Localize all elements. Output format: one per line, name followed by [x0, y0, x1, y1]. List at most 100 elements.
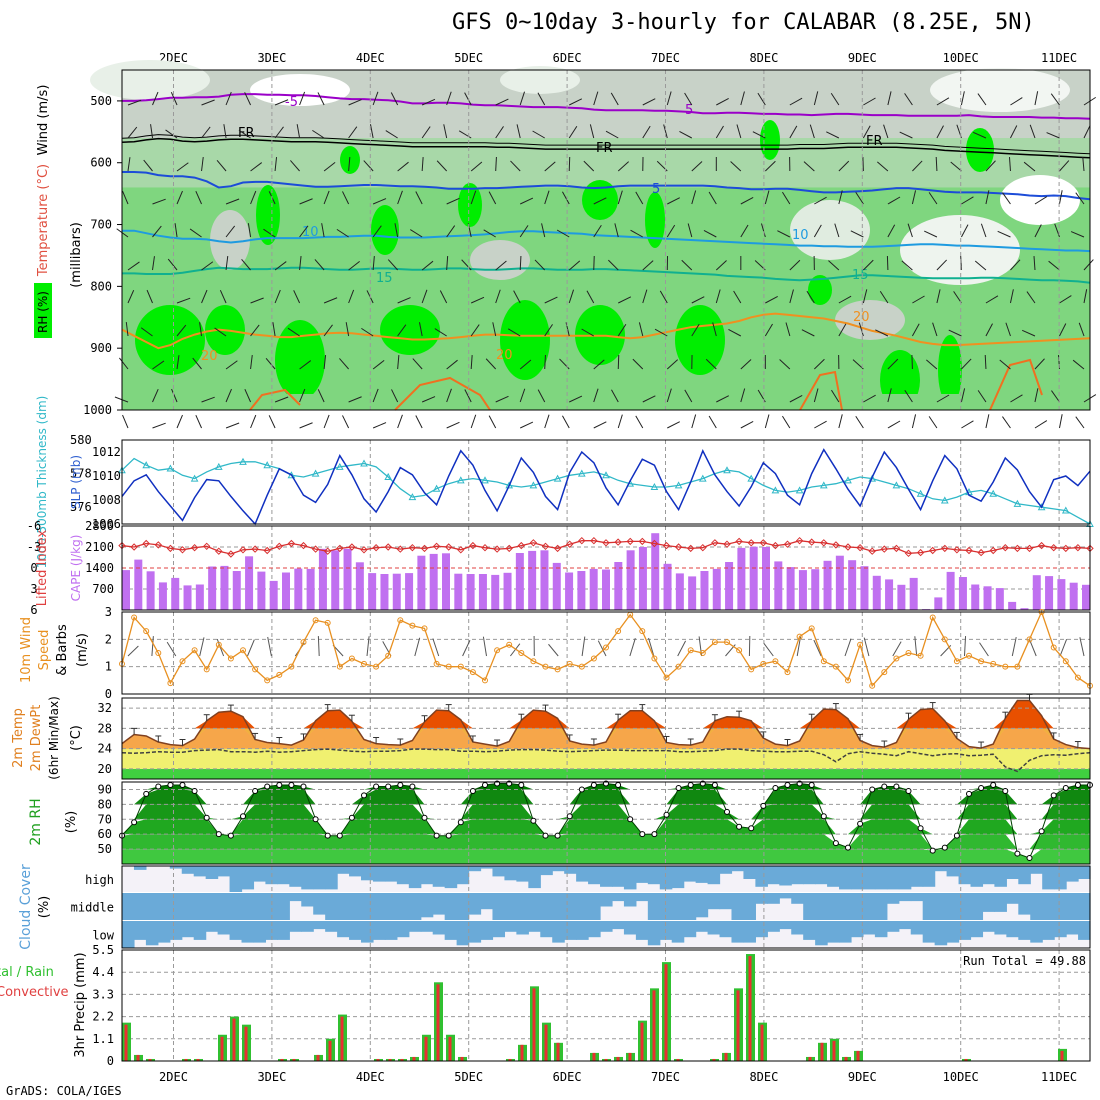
cloud-bar-low	[408, 921, 422, 932]
precip-convective-bar	[652, 990, 656, 1061]
wind-barb	[826, 131, 840, 139]
cloud-bar-low	[588, 921, 601, 938]
day-label-bottom: 6DEC	[553, 1070, 582, 1084]
wind-barb	[114, 396, 129, 403]
wind-barb	[814, 196, 827, 205]
wind-barb	[703, 229, 717, 238]
wind-barb	[764, 160, 776, 172]
wind-barb	[813, 91, 819, 106]
rh2m-marker	[1014, 850, 1021, 857]
wind-barb	[666, 388, 672, 403]
cloud-bar-middle	[767, 893, 780, 904]
ylabel-dewpt: 2m DewPt	[29, 705, 44, 772]
wind-speed-marker	[1014, 663, 1021, 670]
cloud-bar-high	[779, 866, 792, 886]
cloud-bar-middle	[432, 893, 446, 915]
li-marker	[396, 545, 405, 553]
wind-barb	[691, 190, 697, 205]
cape-bar	[134, 559, 143, 610]
thickness-tick: 580	[70, 433, 92, 447]
precip-convective-bar	[808, 1056, 812, 1061]
wind-barb	[1029, 124, 1036, 139]
precip-convective-bar	[832, 1040, 836, 1061]
wind-barb	[789, 97, 803, 106]
li-marker	[384, 543, 392, 551]
wind-barb	[342, 191, 350, 205]
wind-barb	[985, 190, 990, 205]
cape-bar	[442, 553, 450, 610]
wind-speed-marker	[361, 660, 367, 667]
wind-barb	[299, 256, 302, 271]
cloud-bar-middle	[337, 893, 350, 920]
wind-barb	[659, 290, 668, 304]
li-marker	[928, 546, 937, 555]
cloud-bar-low	[850, 921, 864, 938]
rh-tick: 70	[98, 812, 112, 826]
cloud-bar-high	[719, 866, 733, 874]
wind-speed-marker	[978, 658, 985, 665]
rh-patch	[835, 300, 905, 340]
wind-barb	[581, 328, 594, 337]
wind-barb	[733, 290, 742, 304]
cloud-bar-low	[337, 921, 350, 938]
wind-barb	[936, 289, 941, 304]
thickness-marker	[892, 481, 901, 489]
rh2m-frame	[121, 781, 1091, 865]
precip-convective-bar	[400, 1058, 404, 1061]
cloud-bar-middle	[731, 893, 745, 920]
cloud-bar-middle	[516, 893, 529, 920]
rh-high-patch	[500, 300, 550, 380]
wind-barb	[519, 91, 526, 106]
wind-barb-10m	[317, 636, 320, 657]
cloud-bar-middle	[910, 893, 924, 902]
li-marker	[965, 546, 973, 555]
li-marker	[287, 539, 296, 548]
precip-convective-bar	[412, 1056, 416, 1061]
wind-barb	[299, 388, 306, 403]
cape-bar	[343, 548, 352, 610]
li-marker	[989, 546, 997, 555]
day-label-bottom: 4DEC	[356, 1070, 385, 1084]
wind-barb	[464, 92, 472, 106]
cloud-bar-middle	[898, 893, 912, 902]
wind-barb	[789, 259, 801, 271]
li-marker	[299, 541, 308, 550]
contour-label: FR	[238, 126, 255, 141]
wind-barb	[642, 260, 654, 271]
wind-barb	[323, 414, 330, 429]
rh-bottom-band	[122, 394, 1090, 410]
cloud-bar-high	[839, 866, 852, 890]
wind-barb	[485, 358, 497, 370]
cloud-bar-middle	[504, 893, 517, 920]
wind-barb	[369, 124, 374, 139]
cloud-bar-high	[934, 866, 948, 872]
cloud-bar-middle	[970, 893, 984, 920]
wind-barb	[716, 395, 730, 403]
li-marker	[892, 544, 901, 553]
rh2m-marker	[312, 816, 319, 823]
wind-speed-marker	[191, 647, 198, 654]
wind-barb	[446, 255, 449, 271]
cape-bar	[1032, 575, 1041, 610]
cape-bar	[232, 571, 241, 610]
wind-barb	[397, 297, 411, 304]
cape-bar	[466, 574, 475, 610]
cloud-bar-middle	[576, 893, 589, 920]
rh-high-patch	[371, 205, 399, 255]
wind-barb-10m	[432, 638, 440, 657]
cloud-bar-high	[205, 866, 219, 879]
rh2m-marker	[772, 784, 779, 791]
wind-barb	[290, 160, 300, 172]
cloud-bar-high	[289, 866, 302, 887]
thickness-marker	[723, 466, 731, 474]
wind-barb	[614, 223, 619, 238]
cloud-bar-low	[1006, 921, 1019, 938]
wind-barb	[691, 323, 700, 337]
rh2m-marker	[240, 813, 246, 820]
rh-patch	[1000, 175, 1080, 225]
wind-barb-10m	[581, 636, 586, 657]
cloud-bar-high	[743, 866, 756, 879]
wind-barb	[764, 323, 773, 337]
cloud-bar-high	[444, 866, 458, 889]
li-tick: 3	[30, 582, 37, 596]
